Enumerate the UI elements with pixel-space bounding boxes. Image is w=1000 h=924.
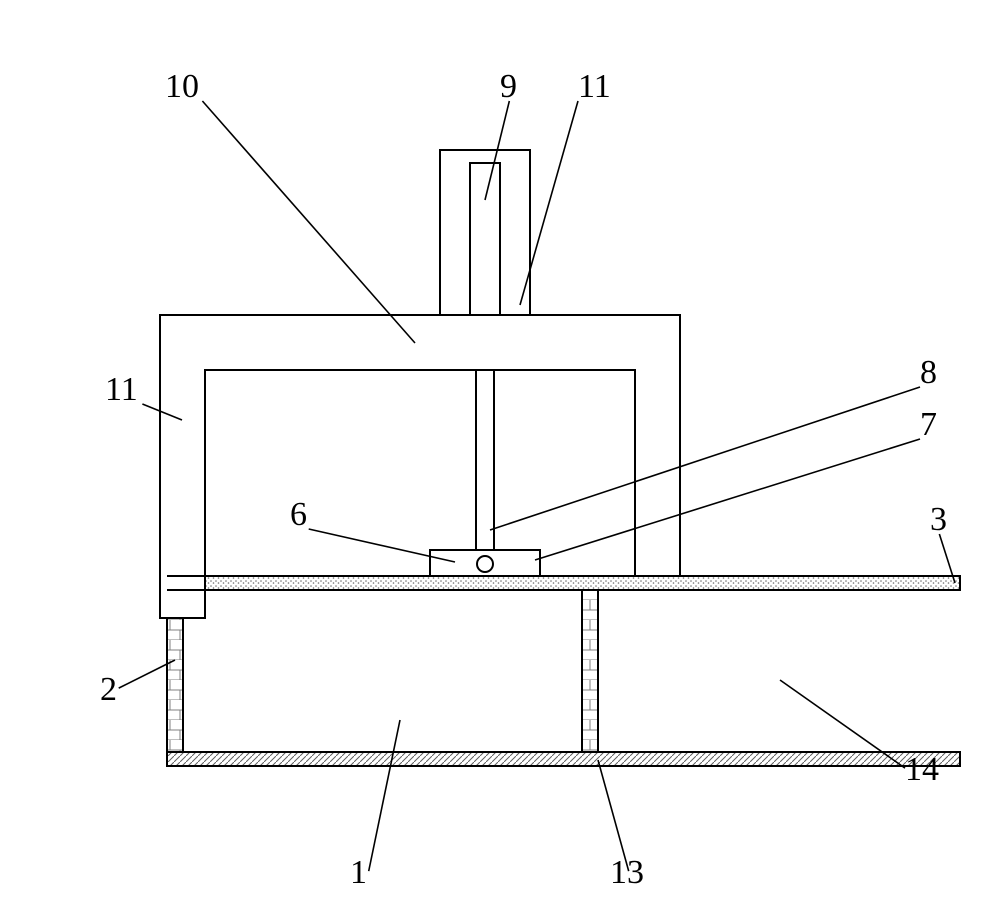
- leader-10: [202, 101, 415, 343]
- label-3: 3: [930, 501, 947, 538]
- leader-1: [369, 720, 400, 871]
- top-plate: [167, 576, 960, 590]
- diagram-canvas: 1 2 3 6 7 8 9 10 13 14 11 11: [0, 0, 1000, 924]
- label-1: 1: [350, 854, 367, 891]
- tool-stem: [476, 370, 494, 550]
- leader-11a: [520, 101, 578, 305]
- label-13: 13: [610, 854, 644, 891]
- mid-wall: [582, 590, 598, 752]
- bottom-plate: [167, 752, 960, 766]
- ball-joint: [477, 556, 493, 572]
- leader-6: [309, 529, 455, 562]
- label-14: 14: [905, 751, 939, 788]
- label-9: 9: [500, 68, 517, 105]
- label-10: 10: [165, 68, 199, 105]
- label-7: 7: [920, 406, 937, 443]
- cylinder-piston: [470, 163, 500, 315]
- leader-7: [535, 439, 920, 560]
- label-6: 6: [290, 496, 307, 533]
- label-8: 8: [920, 354, 937, 391]
- gantry-frame: [160, 315, 680, 618]
- label-11: 11: [105, 371, 138, 408]
- label-11: 11: [578, 68, 611, 105]
- label-2: 2: [100, 671, 117, 708]
